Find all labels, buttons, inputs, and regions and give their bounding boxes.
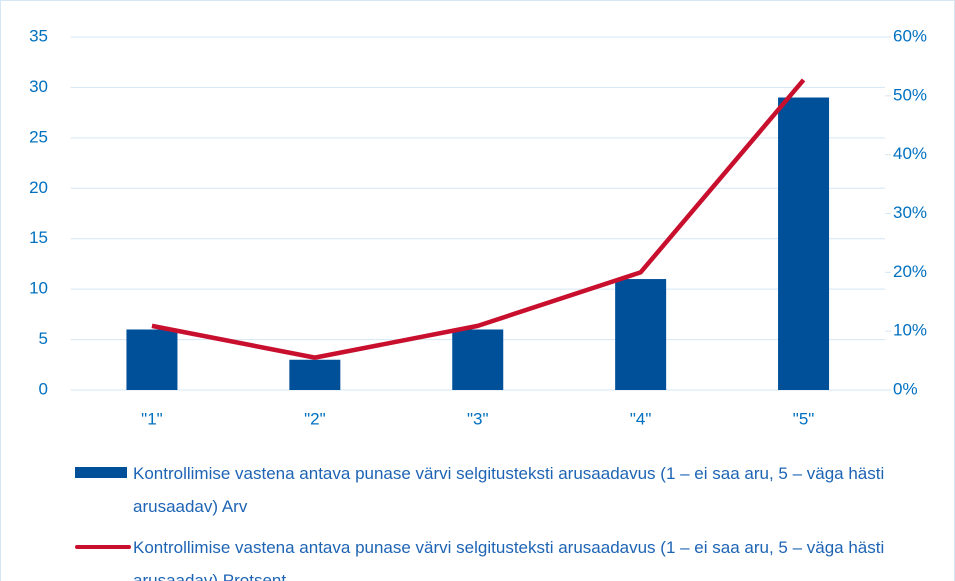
- bar: [452, 329, 504, 390]
- bar: [778, 97, 830, 390]
- y-tick-label: 35: [29, 26, 48, 45]
- bar: [126, 329, 178, 390]
- y2-tick-label: 30%: [893, 203, 927, 222]
- y-tick-label: 20: [29, 178, 48, 197]
- y2-tick-label: 40%: [893, 144, 927, 163]
- y-tick-label: 15: [29, 228, 48, 247]
- x-tick-label: "5": [793, 409, 815, 428]
- x-tick-label: "3": [467, 409, 489, 428]
- bar: [289, 359, 341, 390]
- legend-swatch: [75, 467, 127, 478]
- y-tick-label: 30: [29, 77, 48, 96]
- x-tick-label: "2": [304, 409, 326, 428]
- y2-tick-label: 20%: [893, 262, 927, 281]
- y2-tick-label: 0%: [893, 379, 918, 398]
- y2-tick-label: 10%: [893, 321, 927, 340]
- y2-tick-label: 60%: [893, 26, 927, 45]
- y2-tick-label: 50%: [893, 85, 927, 104]
- y-tick-label: 25: [29, 127, 48, 146]
- x-tick-label: "1": [141, 409, 163, 428]
- legend-label: Kontrollimise vastena antava punase värv…: [133, 538, 885, 581]
- y-tick-label: 10: [29, 279, 48, 298]
- legend-label: Kontrollimise vastena antava punase värv…: [133, 464, 885, 516]
- x-tick-label: "4": [630, 409, 652, 428]
- y-tick-label: 5: [39, 329, 48, 348]
- bar: [615, 279, 667, 390]
- legend-swatch: [75, 545, 131, 549]
- y-tick-label: 0: [39, 379, 48, 398]
- line: [151, 78, 806, 360]
